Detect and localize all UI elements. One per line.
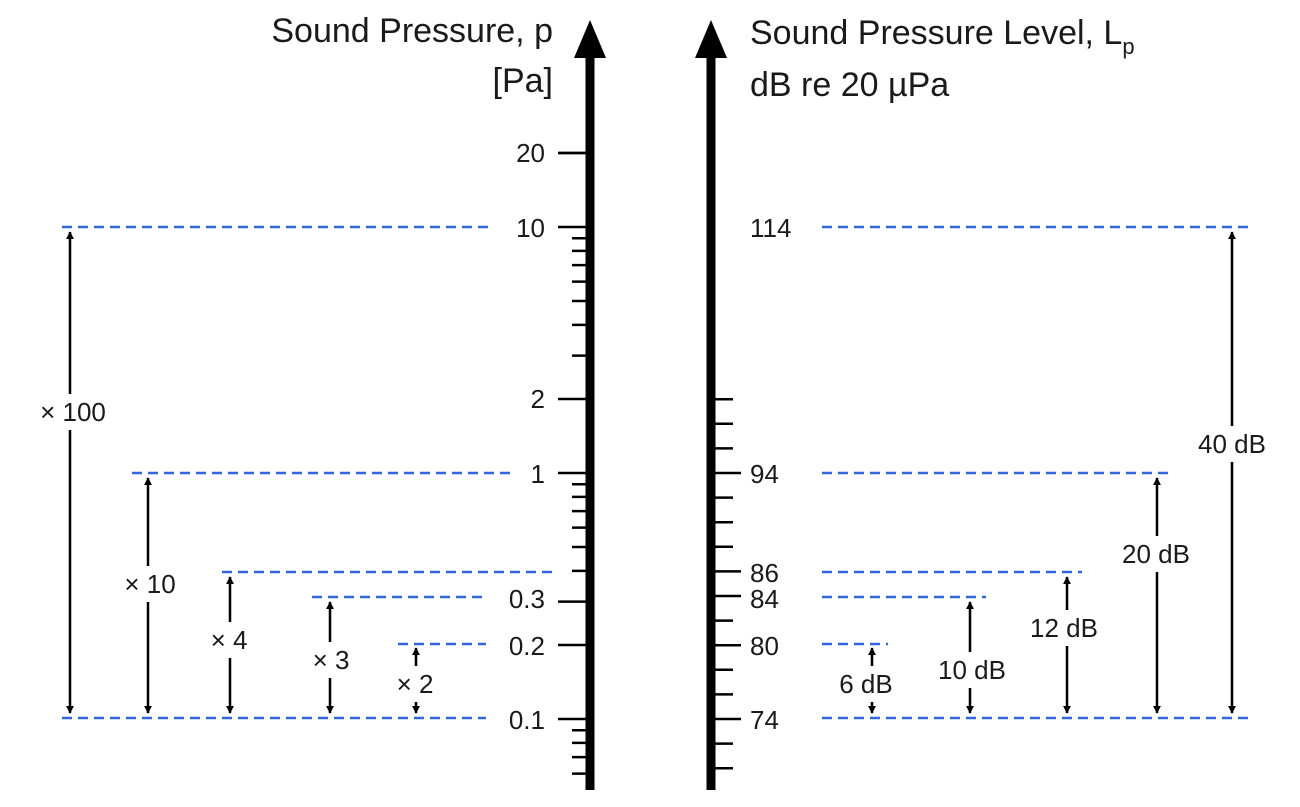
spl-axis-arrowhead [695, 20, 727, 58]
ratio-label-2: × 2 [397, 669, 434, 699]
pressure-tick-label: 0.3 [509, 584, 545, 614]
spl-tick-label: 86 [750, 558, 779, 588]
pressure-tick-label: 10 [516, 213, 545, 243]
diff-label-12db: 12 dB [1030, 613, 1098, 643]
pressure-axis-title: Sound Pressure, p [271, 12, 553, 50]
diff-label-10db: 10 dB [938, 655, 1006, 685]
pressure-tick-label: 0.2 [509, 631, 545, 661]
spl-tick-label: 84 [750, 584, 779, 614]
pressure-tick-label: 20 [516, 138, 545, 168]
pressure-axis-ticks [558, 151, 590, 775]
spl-tick-label: 74 [750, 705, 779, 735]
ratio-label-3: × 3 [313, 645, 350, 675]
ratio-label-100: × 100 [40, 397, 106, 427]
spl-axis-title: Sound Pressure Level, Lp [750, 14, 1135, 59]
spl-tick-label: 80 [750, 631, 779, 661]
pressure-axis-arrowhead [574, 20, 606, 58]
pressure-tick-label: 2 [531, 384, 545, 414]
spl-axis-ticks [711, 397, 741, 770]
diff-label-40db: 40 dB [1198, 429, 1266, 459]
ratio-label-4: × 4 [211, 625, 248, 655]
pressure-tick-label: 0.1 [509, 705, 545, 735]
spl-tick-label: 114 [750, 213, 791, 243]
diff-label-6db: 6 dB [839, 669, 893, 699]
pressure-tick-label: 1 [531, 459, 545, 489]
ratio-label-10: × 10 [124, 569, 175, 599]
diff-label-20db: 20 dB [1122, 539, 1190, 569]
spl-reference-lines [822, 225, 1248, 720]
pressure-axis-unit: [Pa] [493, 62, 553, 100]
pressure-reference-lines [62, 225, 555, 720]
spl-tick-label: 94 [750, 459, 779, 489]
spl-axis-unit: dB re 20 µPa [750, 66, 949, 104]
